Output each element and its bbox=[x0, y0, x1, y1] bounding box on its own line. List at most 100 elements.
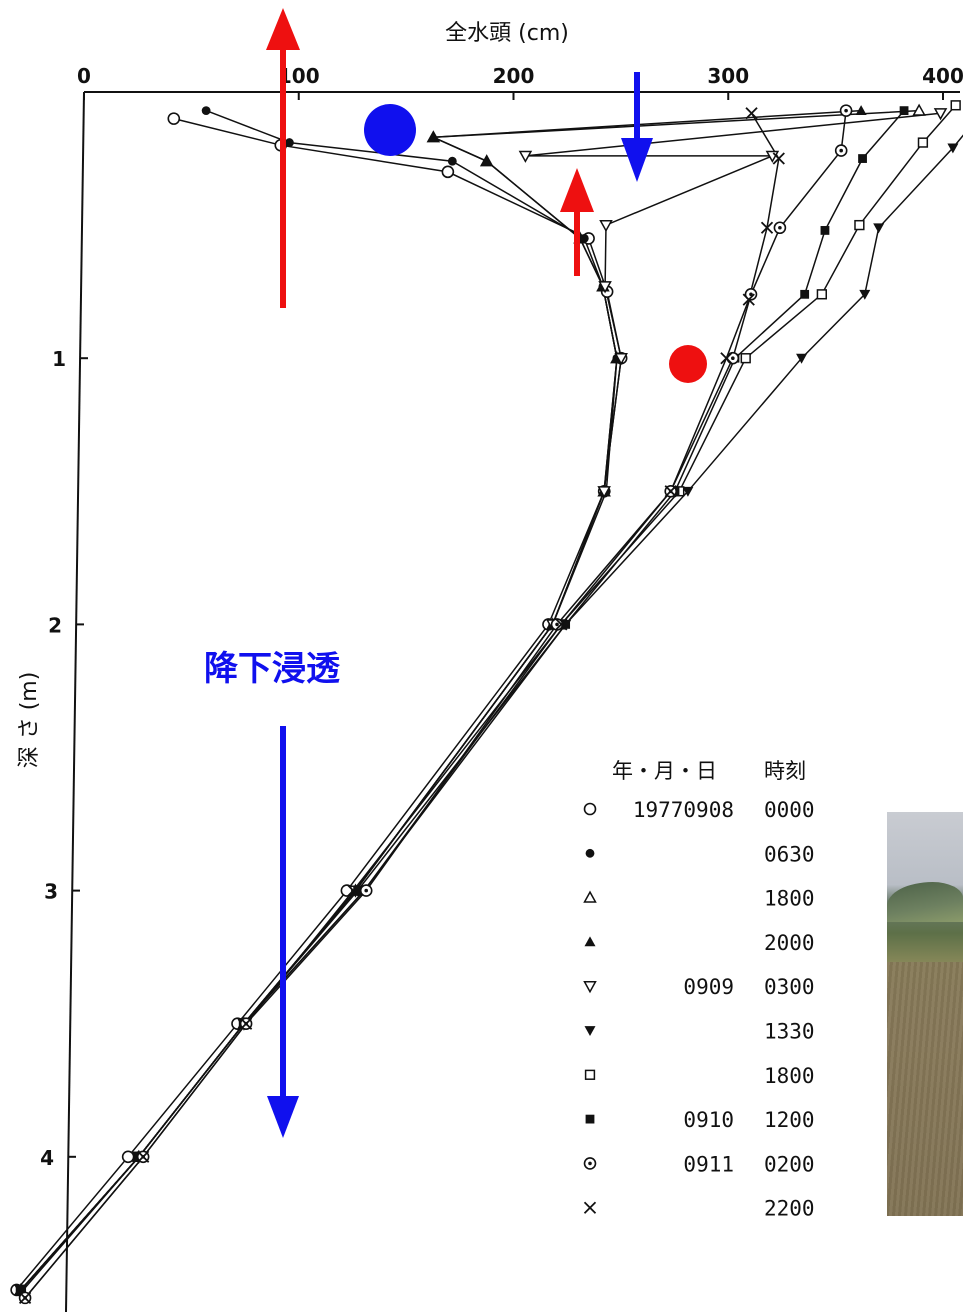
x-tick-label-200: 200 bbox=[493, 64, 535, 88]
series-0-point-10 bbox=[121, 1150, 135, 1164]
series-7-point-3 bbox=[800, 289, 810, 299]
legend-date-8: 0911 bbox=[683, 1152, 734, 1176]
series-8-point-0 bbox=[839, 104, 853, 117]
series-1-point-0 bbox=[201, 106, 211, 116]
series-4-point-6 bbox=[597, 486, 611, 499]
red-up-arrow-large bbox=[266, 8, 300, 308]
series-9-point-4 bbox=[720, 352, 733, 365]
series-9-point-6 bbox=[555, 618, 568, 631]
series-7-point-10 bbox=[16, 1285, 26, 1295]
series-line-0 bbox=[16, 117, 622, 1291]
y-tick-label-1: 1 bbox=[52, 347, 66, 371]
series-9-point-5 bbox=[664, 485, 677, 498]
x-tick-label-0: 0 bbox=[77, 64, 91, 88]
series-7-point-7 bbox=[353, 886, 363, 895]
series-6-point-3 bbox=[816, 289, 827, 300]
legend-header-time: 時刻 bbox=[764, 759, 806, 783]
series-7-point-1 bbox=[858, 154, 867, 163]
series-9-point-2 bbox=[760, 221, 774, 234]
series-5-point-5 bbox=[682, 486, 694, 497]
legend-marker-2 bbox=[583, 890, 597, 903]
x-tick-label-400: 400 bbox=[922, 64, 963, 88]
legend-time-2: 1800 bbox=[764, 887, 815, 911]
landscape-photo bbox=[887, 812, 963, 1216]
series-5-point-4 bbox=[796, 353, 808, 364]
blue-down-arrow-large bbox=[267, 726, 299, 1138]
red-dot bbox=[669, 345, 707, 383]
series-0-point-2 bbox=[441, 165, 455, 179]
series-line-6 bbox=[20, 104, 957, 1291]
series-lines bbox=[16, 104, 963, 1299]
y-axis-line bbox=[65, 91, 85, 1312]
series-7-point-0 bbox=[899, 106, 909, 116]
legend-time-8: 0200 bbox=[764, 1152, 815, 1176]
blue-down-arrow-small bbox=[621, 72, 653, 182]
legend-time-4: 0300 bbox=[764, 975, 815, 999]
series-6-point-2 bbox=[854, 219, 865, 231]
y-tick-label-2: 2 bbox=[48, 613, 62, 637]
series-9-point-9 bbox=[137, 1150, 150, 1163]
series-4-point-3 bbox=[599, 219, 613, 233]
x-tick-label-300: 300 bbox=[707, 64, 749, 88]
series-8-point-1 bbox=[834, 144, 848, 157]
legend-marker-0 bbox=[583, 802, 597, 816]
photo-field bbox=[887, 962, 963, 1216]
legend-time-0: 0000 bbox=[764, 798, 815, 822]
legend-marker-5 bbox=[584, 1026, 596, 1036]
legend-time-5: 1330 bbox=[764, 1020, 815, 1044]
series-markers bbox=[10, 100, 961, 1305]
series-9-point-10 bbox=[18, 1291, 32, 1305]
legend-time-3: 2000 bbox=[764, 931, 815, 955]
series-line-1 bbox=[20, 109, 618, 1294]
legend-header-date: 年・月・日 bbox=[612, 759, 717, 783]
series-5-point-2 bbox=[873, 223, 885, 234]
legend-marker-1 bbox=[585, 848, 595, 858]
legend-marker-3 bbox=[584, 936, 596, 947]
legend-rows: 19770908 0000 0630 1800 2000 0909 0300 1330 1800… bbox=[583, 798, 815, 1221]
series-2-point-0 bbox=[912, 103, 926, 116]
x-axis-title: 全水頭 (cm) bbox=[445, 21, 569, 46]
legend-time-7: 1200 bbox=[764, 1108, 815, 1132]
legend-marker-7 bbox=[585, 1114, 595, 1124]
photo-hills bbox=[887, 882, 963, 922]
legend-date-4: 0909 bbox=[683, 975, 734, 999]
series-5-point-1 bbox=[947, 143, 959, 154]
legend-time-6: 1800 bbox=[764, 1064, 815, 1088]
legend-marker-9 bbox=[583, 1201, 597, 1214]
series-9-point-1 bbox=[772, 152, 785, 165]
series-7-point-6 bbox=[561, 620, 571, 629]
series-line-3 bbox=[20, 109, 862, 1291]
series-4-point-0 bbox=[933, 108, 948, 121]
series-5-point-3 bbox=[859, 289, 871, 300]
series-1-point-1 bbox=[285, 138, 294, 147]
series-3-point-2 bbox=[481, 155, 493, 166]
series-4-point-4 bbox=[598, 281, 612, 294]
infiltration-note: 降下浸透 bbox=[204, 649, 341, 689]
series-9-point-8 bbox=[239, 1017, 253, 1030]
series-9-point-7 bbox=[347, 884, 360, 897]
legend-date-0: 19770908 bbox=[633, 798, 734, 822]
series-8-point-3 bbox=[744, 288, 758, 301]
series-9-point-3 bbox=[742, 293, 755, 306]
series-8-point-2 bbox=[773, 221, 787, 235]
axes bbox=[65, 91, 960, 1312]
series-1-point-2 bbox=[447, 156, 457, 166]
x-tick-labels: 0 100 200 300 400 bbox=[77, 64, 963, 100]
series-6-point-0 bbox=[950, 100, 961, 111]
legend-date-7: 0910 bbox=[683, 1108, 734, 1132]
y-axis-title: 深 さ (m) bbox=[17, 672, 42, 769]
series-8-point-7 bbox=[359, 884, 373, 897]
legend-marker-6 bbox=[584, 1069, 596, 1080]
series-9-point-0 bbox=[745, 107, 758, 120]
red-up-arrow-small bbox=[560, 168, 594, 276]
legend-time-9: 2200 bbox=[764, 1197, 815, 1221]
series-3-point-1 bbox=[427, 131, 439, 142]
series-3-point-0 bbox=[855, 105, 867, 116]
y-tick-label-4: 4 bbox=[40, 1146, 54, 1170]
series-6-point-4 bbox=[740, 353, 751, 364]
legend: 年・月・日 時刻 19770908 0000 0630 1800 2000 0909 030… bbox=[583, 759, 815, 1221]
y-tick-label-3: 3 bbox=[44, 880, 58, 904]
blue-dot bbox=[364, 104, 416, 156]
series-7-point-2 bbox=[820, 226, 830, 235]
